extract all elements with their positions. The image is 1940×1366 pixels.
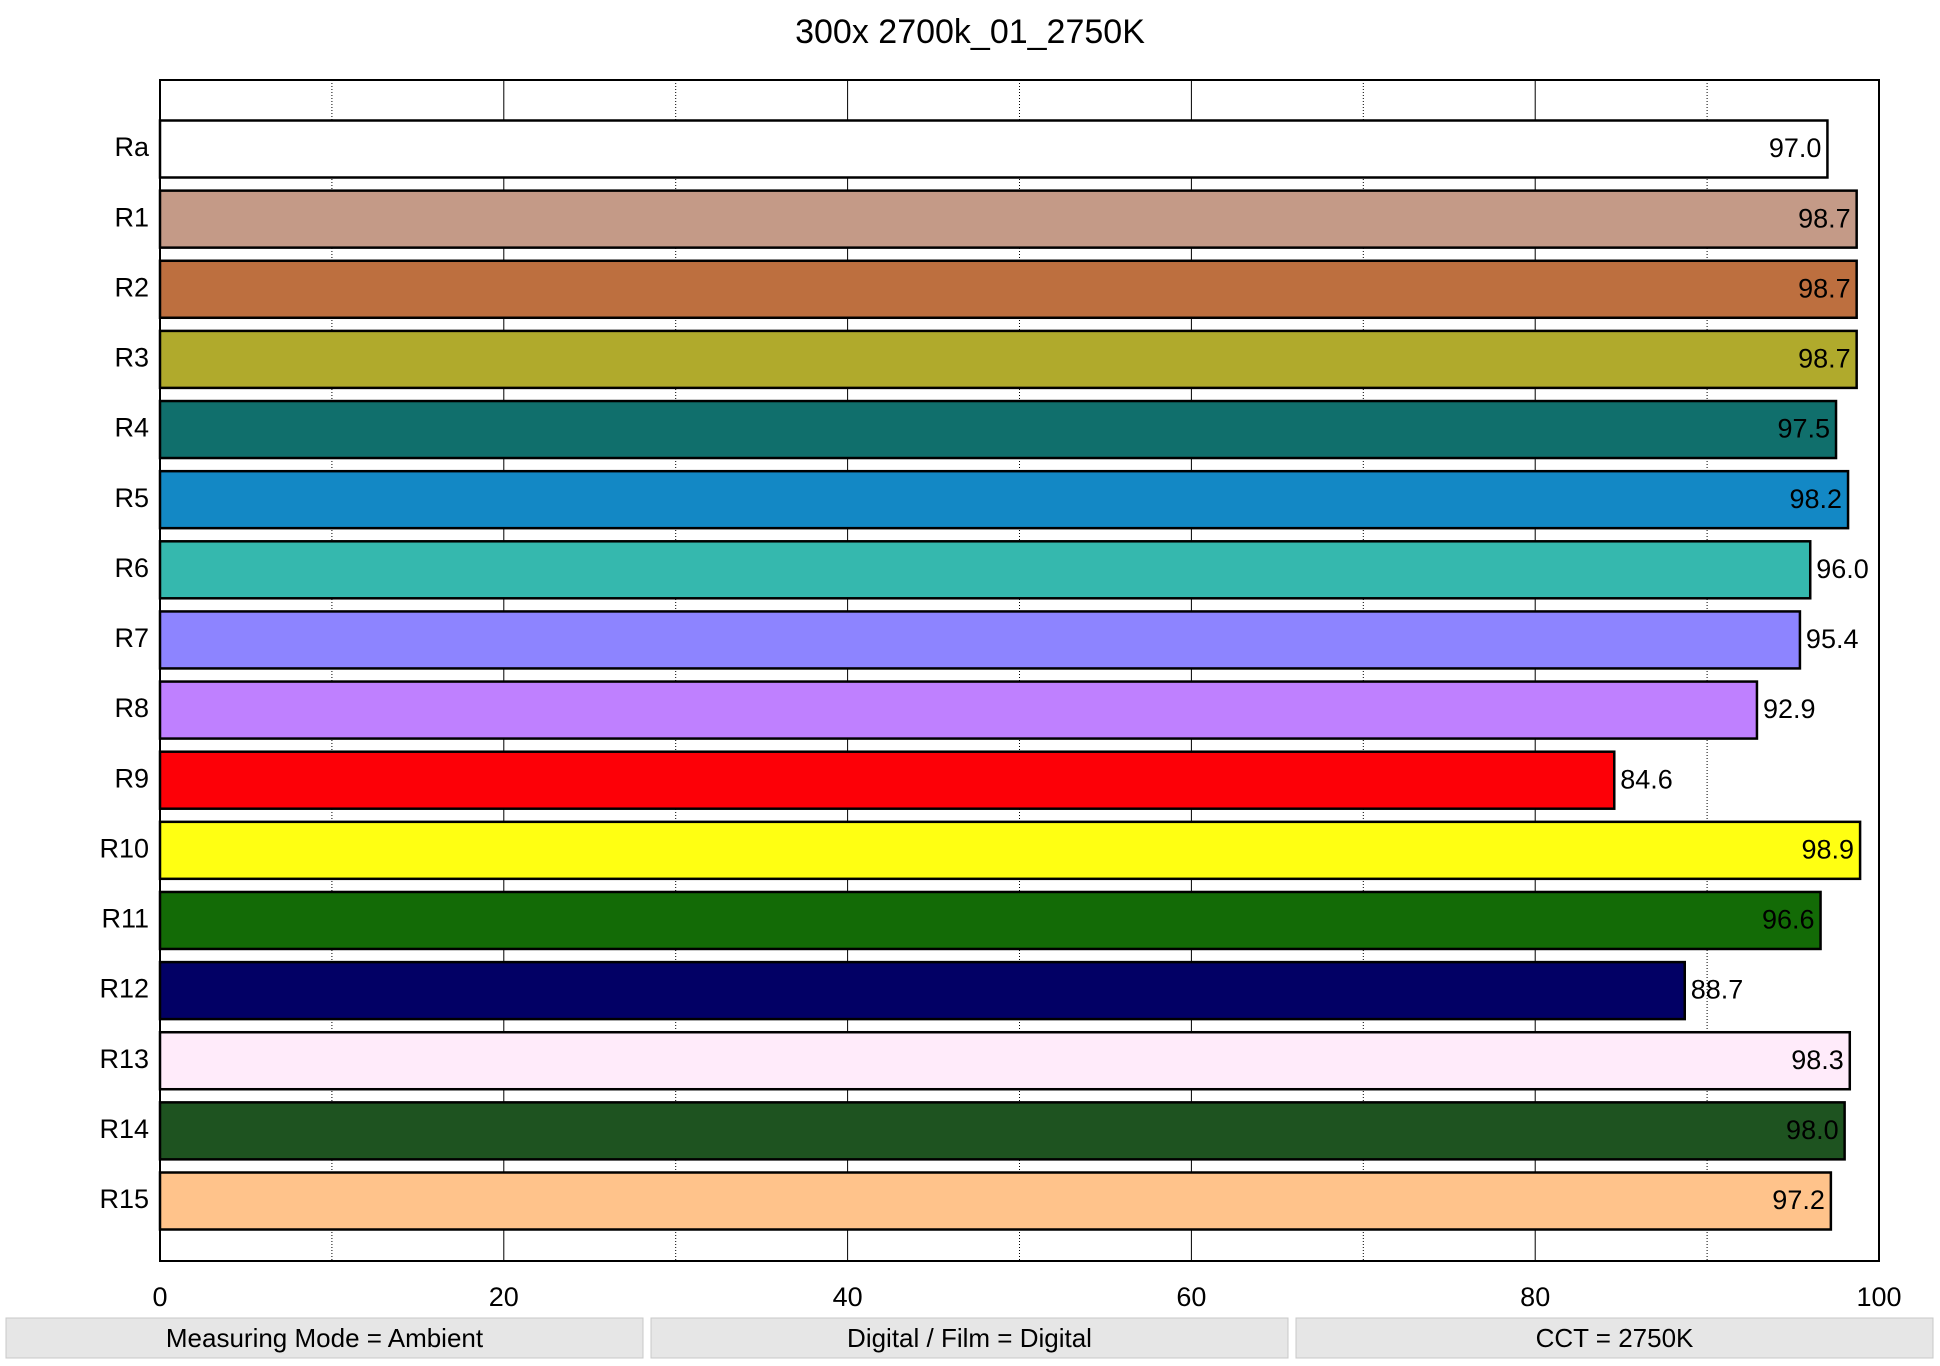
- bar: [158, 329, 1858, 390]
- y-tick-label: R11: [101, 904, 149, 934]
- y-tick-label: R7: [114, 623, 149, 653]
- value-label: 98.2: [1789, 484, 1842, 514]
- bar: [158, 750, 1616, 810]
- bar: [158, 1030, 1852, 1091]
- y-tick-label: R2: [114, 272, 149, 302]
- bar: [158, 1171, 1833, 1231]
- bar: [158, 1101, 1846, 1161]
- plot-frame: [159, 79, 1880, 1262]
- value-label: 97.5: [1777, 414, 1830, 444]
- y-tick-label: R3: [114, 343, 149, 373]
- bar: [158, 610, 1802, 670]
- footer-label: Measuring Mode = Ambient: [166, 1323, 484, 1353]
- x-tick-label: 40: [833, 1282, 863, 1312]
- y-tick-label: R4: [114, 413, 149, 443]
- value-label: 98.3: [1791, 1045, 1844, 1075]
- value-label: 98.9: [1802, 834, 1855, 864]
- bar: [158, 399, 1838, 460]
- value-label: 92.9: [1763, 694, 1816, 724]
- bar: [158, 680, 1759, 740]
- bar: [158, 119, 1829, 179]
- y-tick-label: R10: [99, 833, 149, 863]
- value-label: 98.7: [1798, 273, 1851, 303]
- bar: [158, 820, 1862, 881]
- y-tick-label: R1: [114, 202, 149, 232]
- x-tick-label: 0: [152, 1282, 167, 1312]
- y-tick-label: R5: [114, 483, 149, 513]
- y-tick-label: Ra: [114, 132, 149, 162]
- chart-title: 300x 2700k_01_2750K: [795, 13, 1145, 51]
- y-tick-label: R13: [99, 1044, 149, 1074]
- value-label: 98.7: [1798, 203, 1851, 233]
- value-label: 98.7: [1798, 344, 1851, 374]
- y-tick-label: R6: [114, 553, 149, 583]
- bar: [158, 960, 1687, 1021]
- bar: [158, 189, 1858, 249]
- footer-box: [5, 1317, 644, 1359]
- value-label: 98.0: [1786, 1115, 1839, 1145]
- value-label: 97.2: [1772, 1185, 1825, 1215]
- y-tick-label: R15: [99, 1184, 149, 1214]
- x-tick-label: 100: [1856, 1282, 1901, 1312]
- y-tick-label: R8: [114, 693, 149, 723]
- y-tick-label: R9: [114, 763, 149, 793]
- footer-label: CCT = 2750K: [1536, 1323, 1694, 1353]
- footer-box: [650, 1317, 1289, 1359]
- value-label: 97.0: [1769, 133, 1822, 163]
- x-tick-label: 20: [489, 1282, 519, 1312]
- value-label: 84.6: [1620, 764, 1673, 794]
- y-tick-label: R12: [99, 974, 149, 1004]
- footer-box: [1295, 1317, 1934, 1359]
- value-label: 95.4: [1806, 624, 1859, 654]
- x-tick-label: 60: [1176, 1282, 1206, 1312]
- value-label: 88.7: [1691, 975, 1744, 1005]
- y-tick-label: R14: [99, 1114, 149, 1144]
- x-tick-label: 80: [1520, 1282, 1550, 1312]
- value-label: 96.0: [1816, 554, 1869, 584]
- footer-label: Digital / Film = Digital: [847, 1323, 1092, 1353]
- bar: [158, 469, 1850, 530]
- bar: [158, 890, 1822, 951]
- value-label: 96.6: [1762, 905, 1815, 935]
- bar: [158, 259, 1858, 320]
- bar: [158, 540, 1812, 600]
